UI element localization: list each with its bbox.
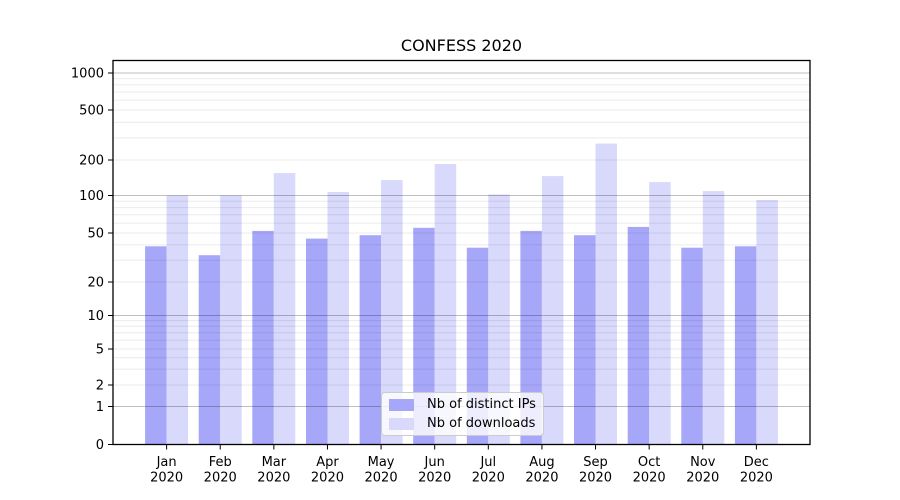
bar-downloads-nov <box>702 191 725 445</box>
y-axis-tick-label: 50 <box>87 227 104 242</box>
x-axis-tick-label-month: Jan <box>156 455 177 470</box>
bar-downloads-jan <box>166 195 189 445</box>
bar-downloads-feb <box>220 195 242 445</box>
bar-downloads-may <box>381 180 403 445</box>
legend-label-distinct-ips: Nb of distinct IPs <box>427 397 536 412</box>
y-axis-tick-label: 2 <box>96 379 104 394</box>
axis-frame <box>112 59 811 446</box>
bar-downloads-mar <box>273 173 296 445</box>
x-axis-tick-label-year: 2020 <box>740 471 773 486</box>
y-axis-tick-label: 1 <box>96 400 104 415</box>
x-axis-tick-label-year: 2020 <box>150 471 183 486</box>
x-axis-tick-label-month: Aug <box>529 455 554 470</box>
y-axis-tick-label: 10 <box>87 309 104 324</box>
x-axis-tick-label-month: Apr <box>316 455 339 470</box>
bar-downloads-oct <box>649 182 671 445</box>
y-axis-tick-label: 200 <box>79 154 104 169</box>
bar-downloads-dec <box>756 200 778 445</box>
x-axis-tick-label-year: 2020 <box>418 471 451 486</box>
x-axis-tick-label-year: 2020 <box>365 471 398 486</box>
legend-swatch-distinct-ips <box>389 398 414 411</box>
bar-distinct-ips-jun <box>413 227 435 445</box>
legend-label-downloads: Nb of downloads <box>427 416 536 431</box>
y-axis-tick-label: 0 <box>96 438 104 453</box>
y-axis-tick-label: 5 <box>96 343 104 358</box>
legend-swatch-downloads <box>389 417 414 430</box>
x-axis-tick-label-year: 2020 <box>204 471 237 486</box>
legend: Nb of distinct IPs Nb of downloads <box>381 392 544 436</box>
x-axis-tick-label-month: Nov <box>690 455 716 470</box>
bar-downloads-aug <box>541 176 564 445</box>
x-axis-tick-label-year: 2020 <box>579 471 612 486</box>
x-axis-tick-label-month: Feb <box>209 455 232 470</box>
bar-distinct-ips-aug <box>520 230 542 445</box>
legend-item-distinct-ips: Nb of distinct IPs <box>389 397 537 413</box>
bar-distinct-ips-feb <box>198 255 221 445</box>
x-axis-tick-label-month: Jun <box>424 455 445 470</box>
chart-title: CONFESS 2020 <box>400 36 523 55</box>
bar-downloads-apr <box>327 192 349 445</box>
x-axis-tick-label-month: Oct <box>638 455 660 470</box>
bar-distinct-ips-may <box>359 235 382 445</box>
bar-distinct-ips-oct <box>627 226 650 445</box>
bar-distinct-ips-jan <box>145 246 167 445</box>
x-axis-tick-label-month: Sep <box>583 455 608 470</box>
legend-item-downloads: Nb of downloads <box>389 416 537 432</box>
x-axis-tick-label-year: 2020 <box>633 471 666 486</box>
bar-distinct-ips-dec <box>734 246 757 445</box>
y-axis-tick-label: 20 <box>87 276 104 291</box>
bar-distinct-ips-nov <box>681 247 703 445</box>
x-axis-tick-label-year: 2020 <box>311 471 344 486</box>
bar-distinct-ips-mar <box>252 230 274 445</box>
x-axis-tick-label-month: Jul <box>479 455 496 470</box>
y-axis-tick-label: 500 <box>79 104 104 119</box>
bar-distinct-ips-apr <box>306 238 328 445</box>
x-axis-tick-label-year: 2020 <box>525 471 558 486</box>
x-axis-tick-label-month: Dec <box>744 455 769 470</box>
x-axis-tick-label-year: 2020 <box>472 471 505 486</box>
x-axis-tick-label-year: 2020 <box>257 471 290 486</box>
x-axis-tick-label-year: 2020 <box>686 471 719 486</box>
bar-downloads-jul <box>488 194 510 445</box>
x-axis-tick-label-month: Mar <box>262 455 287 470</box>
bar-downloads-sep <box>595 143 617 445</box>
bar-distinct-ips-sep <box>574 235 596 445</box>
x-axis-tick-label-month: May <box>368 455 395 470</box>
bar-downloads-jun <box>434 164 457 445</box>
y-axis-tick-label: 100 <box>79 189 104 204</box>
y-axis-tick-label: 1000 <box>71 67 104 82</box>
